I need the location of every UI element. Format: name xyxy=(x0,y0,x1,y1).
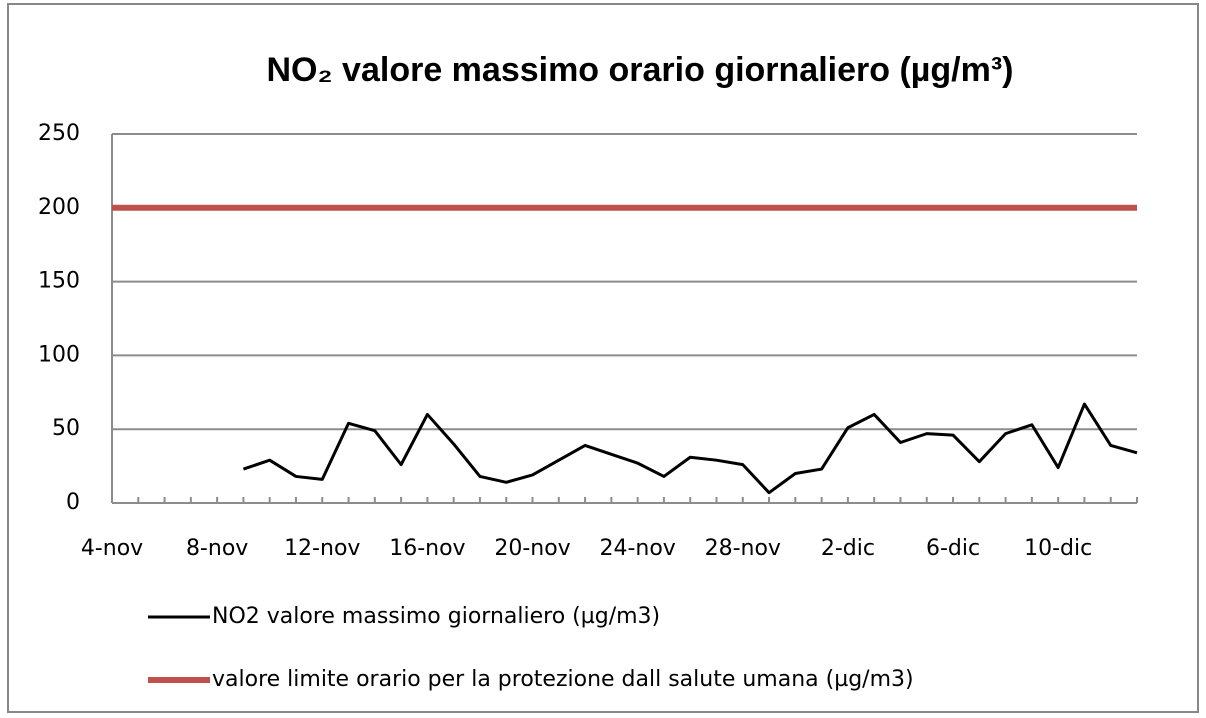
x-tick-label: 6-dic xyxy=(926,536,980,561)
y-tick-label: 50 xyxy=(52,416,80,441)
x-tick-label: 16-nov xyxy=(389,536,465,561)
x-tick-label: 12-nov xyxy=(284,536,360,561)
y-tick-label: 250 xyxy=(38,121,80,146)
x-tick-label: 8-nov xyxy=(186,536,248,561)
y-tick-label: 150 xyxy=(38,269,80,294)
x-tick-label: 10-dic xyxy=(1024,536,1092,561)
legend-label: NO2 valore massimo giornaliero (µg/m3) xyxy=(212,604,660,629)
data-line xyxy=(242,402,1138,495)
y-tick-label: 200 xyxy=(38,195,80,220)
x-tick-label: 2-dic xyxy=(821,536,875,561)
chart-title: NO₂ valore massimo orario giornaliero (µ… xyxy=(267,51,1014,89)
y-tick-label: 100 xyxy=(38,342,80,367)
x-tick-label: 28-nov xyxy=(705,536,781,561)
x-tick-label: 24-nov xyxy=(599,536,675,561)
x-tick-label: 20-nov xyxy=(494,536,570,561)
legend-label: valore limite orario per la protezione d… xyxy=(212,667,914,692)
x-tick-label: 4-nov xyxy=(81,536,143,561)
chart-frame xyxy=(7,3,1199,713)
y-tick-label: 0 xyxy=(66,490,80,515)
